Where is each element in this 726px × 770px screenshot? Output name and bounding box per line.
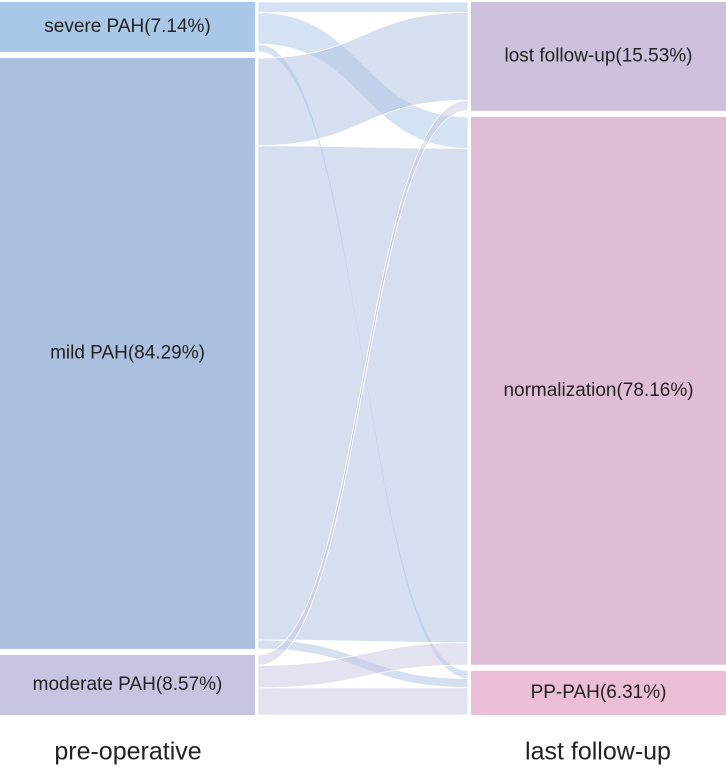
node-label: moderate PAH(8.57%): [33, 674, 223, 695]
node: [0, 654, 255, 715]
node: [0, 2, 255, 53]
flow-band: [257, 99, 469, 666]
flow-band: [257, 1, 469, 13]
column-title: last follow-up: [525, 738, 671, 766]
flow-band: [257, 687, 469, 716]
node: [471, 2, 726, 111]
nodes: severe PAH(7.14%) mild PAH(84.29%) moderat…: [0, 2, 726, 715]
node-label: mild PAH(84.29%): [50, 343, 205, 364]
flow-band: [257, 145, 469, 644]
node-label: severe PAH(7.14%): [44, 16, 211, 37]
node-label: lost follow-up(15.53%): [505, 45, 693, 66]
node-label: normalization(78.16%): [503, 380, 693, 401]
column-title: pre-operative: [54, 738, 201, 766]
node: [0, 58, 255, 649]
links: [257, 1, 469, 716]
node: [471, 116, 726, 665]
node-label: PP-PAH(6.31%): [531, 682, 667, 703]
flow-band: [257, 642, 469, 689]
node: [471, 670, 726, 715]
